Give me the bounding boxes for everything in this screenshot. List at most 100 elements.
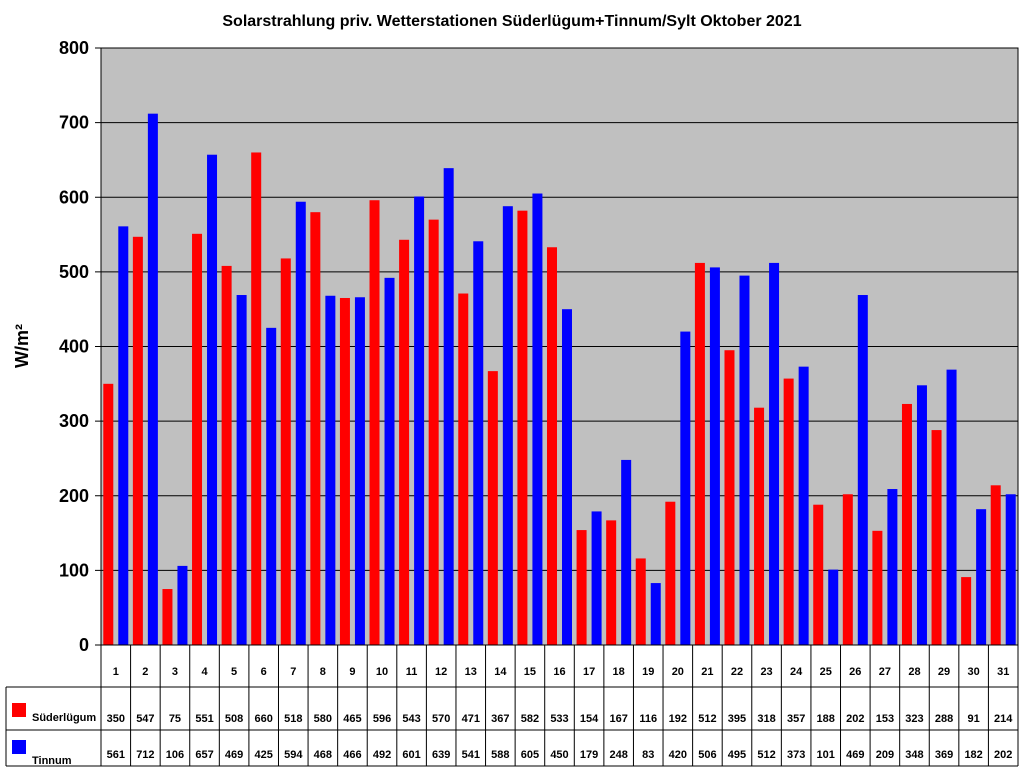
bar-tinnum-19 xyxy=(650,583,661,645)
bar-sderlgum-30 xyxy=(961,577,972,645)
bar-sderlgum-23 xyxy=(754,407,765,645)
data-label: 469 xyxy=(846,749,864,761)
bar-tinnum-24 xyxy=(798,366,809,645)
legend-key-tinnum xyxy=(12,740,26,754)
data-label: 551 xyxy=(195,713,213,725)
data-label: 547 xyxy=(136,713,154,725)
x-tick-label: 31 xyxy=(997,666,1009,678)
data-label: 468 xyxy=(314,749,332,761)
data-label: 318 xyxy=(757,713,775,725)
data-label: 188 xyxy=(817,713,835,725)
x-tick-label: 15 xyxy=(524,666,536,678)
data-label: 167 xyxy=(609,713,627,725)
bar-tinnum-15 xyxy=(532,193,543,646)
bar-sderlgum-19 xyxy=(635,558,646,645)
x-tick-label: 24 xyxy=(790,666,803,678)
data-label: 288 xyxy=(935,713,953,725)
data-label: 116 xyxy=(639,713,657,725)
bar-sderlgum-16 xyxy=(547,247,557,645)
data-label: 541 xyxy=(462,749,480,761)
data-label: 639 xyxy=(432,749,450,761)
data-label: 75 xyxy=(169,713,181,725)
bar-tinnum-9 xyxy=(354,297,365,645)
x-tick-label: 18 xyxy=(613,666,625,678)
x-tick-label: 28 xyxy=(908,666,920,678)
x-tick-label: 1 xyxy=(113,666,119,678)
data-label: 506 xyxy=(698,749,716,761)
x-tick-label: 8 xyxy=(320,666,326,678)
data-label: 367 xyxy=(491,713,509,725)
bar-tinnum-29 xyxy=(946,369,957,645)
legend-key-sderlgum xyxy=(12,703,26,717)
bar-tinnum-23 xyxy=(769,262,780,645)
x-tick-label: 10 xyxy=(376,666,388,678)
bar-tinnum-3 xyxy=(177,565,188,645)
bar-sderlgum-29 xyxy=(931,430,942,645)
bar-sderlgum-24 xyxy=(783,378,794,645)
y-tick-label: 300 xyxy=(59,411,89,431)
data-label: 471 xyxy=(462,713,480,725)
x-tick-label: 22 xyxy=(731,666,743,678)
data-table: 1 2 3 4 5 6 7 8 9 10 11 12 13 14 15 16 17 18 19 20 21 22 23 24 2… xyxy=(5,645,1019,767)
bar-sderlgum-12 xyxy=(428,219,439,645)
bar-sderlgum-8 xyxy=(310,212,321,646)
x-tick-label: 11 xyxy=(406,666,418,678)
bar-sderlgum-1 xyxy=(103,383,114,645)
bar-tinnum-18 xyxy=(621,459,632,645)
bar-tinnum-16 xyxy=(562,309,572,645)
data-label: 357 xyxy=(787,713,805,725)
bar-tinnum-28 xyxy=(916,385,927,645)
x-tick-label: 3 xyxy=(172,666,178,678)
bar-sderlgum-9 xyxy=(339,297,350,645)
data-label: 425 xyxy=(255,749,273,761)
x-tick-label: 12 xyxy=(435,666,447,678)
data-label: 192 xyxy=(669,713,687,725)
data-label: 182 xyxy=(964,749,982,761)
x-tick-label: 9 xyxy=(349,666,355,678)
y-tick-label: 200 xyxy=(59,486,89,506)
data-label: 202 xyxy=(994,749,1012,761)
bar-tinnum-31 xyxy=(1005,494,1016,645)
bar-tinnum-7 xyxy=(295,201,306,646)
bar-tinnum-26 xyxy=(857,295,868,645)
data-label: 561 xyxy=(107,749,125,761)
x-tick-label: 19 xyxy=(642,666,654,678)
y-tick-label: 700 xyxy=(59,113,89,133)
bar-tinnum-5 xyxy=(236,295,247,645)
data-label: 248 xyxy=(609,749,627,761)
data-label: 588 xyxy=(491,749,509,761)
data-label: 106 xyxy=(166,749,184,761)
bar-sderlgum-22 xyxy=(724,350,735,645)
data-label: 179 xyxy=(580,749,598,761)
bar-sderlgum-31 xyxy=(990,485,1001,645)
bar-sderlgum-20 xyxy=(665,501,676,645)
x-tick-label: 20 xyxy=(672,666,684,678)
data-label: 83 xyxy=(642,749,654,761)
data-label: 533 xyxy=(550,713,568,725)
x-tick-label: 25 xyxy=(820,666,832,678)
bar-sderlgum-4 xyxy=(192,233,203,645)
bar-sderlgum-18 xyxy=(606,520,617,645)
bar-tinnum-20 xyxy=(680,331,691,645)
bar-tinnum-8 xyxy=(325,295,336,645)
data-label: 594 xyxy=(284,749,303,761)
bar-tinnum-17 xyxy=(591,511,602,645)
bar-sderlgum-11 xyxy=(399,239,410,645)
data-label: 605 xyxy=(521,749,539,761)
x-tick-label: 21 xyxy=(701,666,713,678)
bar-tinnum-10 xyxy=(384,277,395,645)
data-label: 153 xyxy=(876,713,894,725)
data-label: 469 xyxy=(225,749,243,761)
bar-tinnum-22 xyxy=(739,275,750,645)
bar-sderlgum-26 xyxy=(842,494,853,645)
data-label: 712 xyxy=(136,749,154,761)
x-tick-label: 29 xyxy=(938,666,950,678)
data-label: 512 xyxy=(757,749,775,761)
data-label: 543 xyxy=(402,713,420,725)
y-tick-label: 500 xyxy=(59,262,89,282)
data-label: 369 xyxy=(935,749,953,761)
y-tick-label: 600 xyxy=(59,187,89,207)
bar-sderlgum-17 xyxy=(576,530,587,645)
x-tick-label: 27 xyxy=(879,666,891,678)
